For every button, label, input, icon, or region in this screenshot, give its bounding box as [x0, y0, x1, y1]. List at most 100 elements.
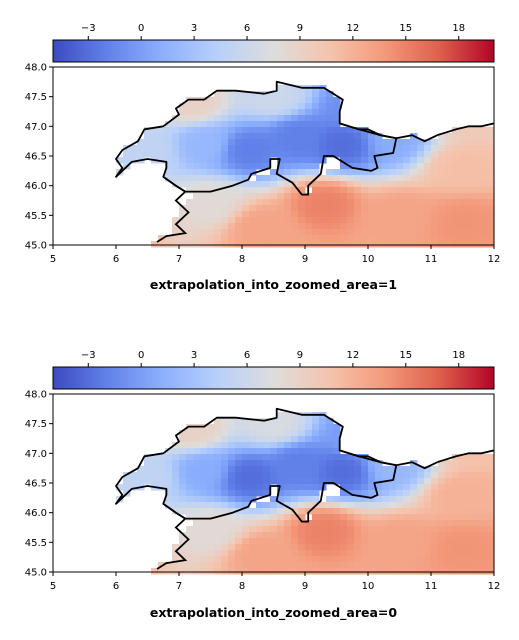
field-cell [459, 229, 467, 236]
field-cell [235, 139, 243, 146]
field-cell [410, 562, 418, 569]
field-cell [263, 235, 271, 242]
field-cell [410, 205, 418, 212]
field-cell [193, 133, 201, 140]
field-cell [221, 205, 229, 212]
field-cell [291, 436, 299, 443]
field-cell [333, 538, 341, 545]
field-cell [375, 544, 383, 551]
field-cell [487, 133, 495, 140]
field-cell [256, 508, 264, 515]
field-cell [256, 103, 264, 110]
field-cell [312, 157, 320, 164]
field-cell [207, 181, 215, 188]
field-cell [207, 241, 215, 248]
field-cell [375, 556, 383, 563]
field-cell [368, 478, 376, 485]
field-cell [207, 514, 215, 521]
field-cell [242, 532, 250, 539]
field-cell [438, 241, 446, 248]
field-cell [473, 217, 481, 224]
field-cell [354, 532, 362, 539]
field-cell [333, 193, 341, 200]
field-cell [403, 502, 411, 509]
field-cell [424, 550, 432, 557]
field-cell [291, 223, 299, 230]
field-cell [298, 181, 306, 188]
field-cell [382, 538, 390, 545]
field-cell [473, 229, 481, 236]
field-cell [305, 175, 313, 182]
field-cell [235, 175, 243, 182]
field-cell [326, 223, 334, 230]
field-cell [354, 538, 362, 545]
field-cell [354, 217, 362, 224]
field-cell [347, 229, 355, 236]
field-cell [375, 490, 383, 497]
field-cell [179, 532, 187, 539]
field-cell [445, 217, 453, 224]
field-cell [389, 550, 397, 557]
field-cell [410, 508, 418, 515]
field-cell [235, 538, 243, 545]
field-cell [375, 145, 383, 152]
field-cell [186, 442, 194, 449]
field-cell [452, 556, 460, 563]
field-cell [228, 175, 236, 182]
field-cell [291, 550, 299, 557]
field-cell [375, 169, 383, 176]
field-cell [214, 217, 222, 224]
map-plot-2: 5 6 7 8 9 10 11 12 45.045.546.046.547.047.548.0 [25, 390, 501, 593]
field-cell [312, 145, 320, 152]
field-cell [235, 472, 243, 479]
field-cell [137, 478, 145, 485]
field-cell [284, 91, 292, 98]
field-cell [361, 478, 369, 485]
field-cell [256, 109, 264, 116]
field-cell [312, 211, 320, 218]
field-cell [459, 466, 467, 473]
field-cell [452, 496, 460, 503]
field-cell [396, 235, 404, 242]
field-cell [207, 157, 215, 164]
field-cell [284, 151, 292, 158]
map-plot-1: 5 6 7 8 9 10 11 12 45.045.546.046.547.047.548.0 [25, 63, 501, 266]
field-cell [291, 139, 299, 146]
field-cell [221, 97, 229, 104]
field-cell [228, 466, 236, 473]
field-cell [333, 472, 341, 479]
field-cell [200, 484, 208, 491]
field-cell [319, 139, 327, 146]
field-cell [193, 163, 201, 170]
field-cell [466, 520, 474, 527]
field-cell [480, 241, 488, 248]
field-cell [354, 157, 362, 164]
field-cell [389, 538, 397, 545]
field-cell [410, 151, 418, 158]
field-cell [396, 187, 404, 194]
field-cell [263, 484, 271, 491]
field-cell [347, 139, 355, 146]
field-cell [256, 430, 264, 437]
field-cell [193, 127, 201, 134]
field-cell [319, 91, 327, 98]
field-cell [319, 460, 327, 467]
field-cell [375, 187, 383, 194]
field-cell [326, 241, 334, 248]
field-cell [305, 538, 313, 545]
field-cell [340, 466, 348, 473]
field-cell [151, 466, 159, 473]
field-cell [284, 412, 292, 419]
field-cell [424, 175, 432, 182]
field-cell [438, 508, 446, 515]
field-cell [214, 472, 222, 479]
field-cell [319, 568, 327, 575]
field-cell [347, 169, 355, 176]
field-cell [459, 139, 467, 146]
field-cell [284, 205, 292, 212]
field-cell [200, 157, 208, 164]
field-cell [291, 187, 299, 194]
field-cell [431, 145, 439, 152]
field-cell [319, 520, 327, 527]
field-cell [221, 151, 229, 158]
